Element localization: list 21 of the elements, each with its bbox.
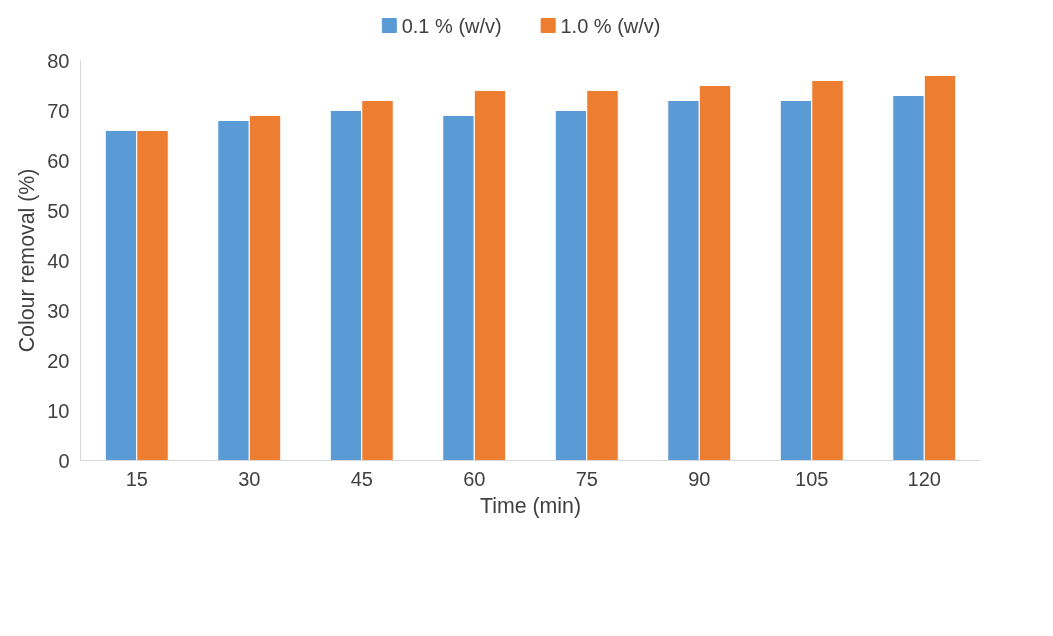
x-tick-label: 45 (350, 467, 373, 490)
y-tick-label: 80 (47, 49, 70, 72)
x-tick-label: 105 (795, 467, 829, 490)
y-tick-label: 10 (47, 399, 70, 422)
y-tick-label: 50 (47, 199, 70, 222)
x-tick-label: 60 (463, 467, 486, 490)
y-axis-title: Colour removal (%) (15, 168, 40, 353)
x-axis-title: Time (min) (479, 493, 582, 518)
y-tick-label: 30 (47, 299, 70, 322)
y-tick-label: 70 (47, 99, 70, 122)
y-tick-label: 0 (58, 449, 70, 472)
legend-label: 0.1 % (w/v) (401, 14, 502, 37)
x-tick-label: 75 (575, 467, 598, 490)
legend-label: 1.0 % (w/v) (560, 14, 661, 37)
x-tick-label: 30 (238, 467, 261, 490)
x-tick-label: 15 (125, 467, 148, 490)
y-tick-label: 60 (47, 149, 70, 172)
x-tick-label: 120 (907, 467, 941, 490)
x-tick-label: 90 (688, 467, 711, 490)
y-tick-label: 20 (47, 349, 70, 372)
y-tick-label: 40 (47, 249, 70, 272)
